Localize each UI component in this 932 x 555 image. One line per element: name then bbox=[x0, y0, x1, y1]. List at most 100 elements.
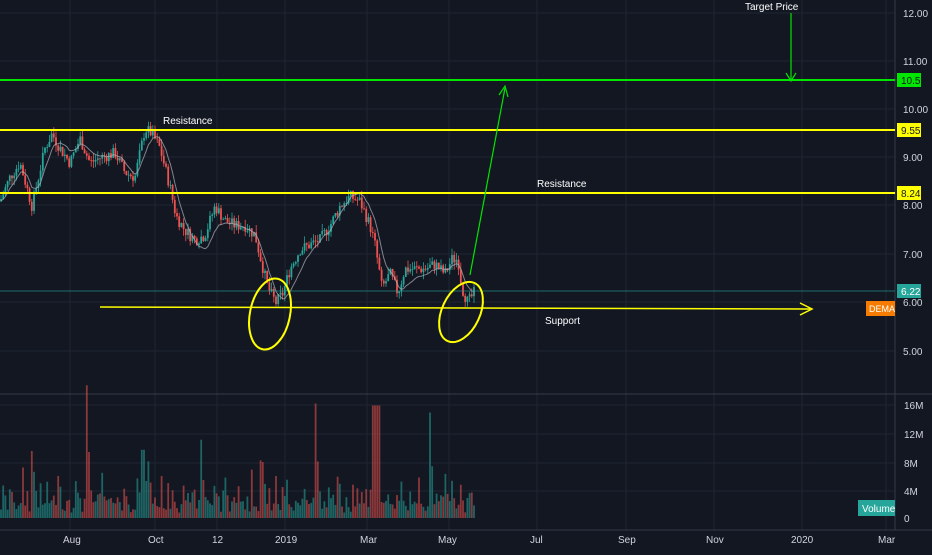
volume-bar bbox=[235, 502, 238, 518]
volume-bar bbox=[184, 500, 187, 518]
volume-bar bbox=[393, 508, 396, 518]
candle-body bbox=[272, 289, 275, 297]
candle-body bbox=[396, 279, 398, 294]
projection-arrow[interactable] bbox=[469, 87, 506, 276]
volume-bar bbox=[156, 506, 159, 518]
candle-body bbox=[411, 269, 414, 270]
volume-bar bbox=[334, 504, 337, 518]
volume-bar bbox=[389, 503, 392, 518]
candle-body bbox=[184, 228, 187, 236]
candle-body bbox=[332, 216, 335, 224]
volume-bar bbox=[151, 503, 154, 518]
candle-body bbox=[125, 170, 128, 176]
volume-bar bbox=[90, 490, 93, 518]
resistance-mid-badge bbox=[897, 186, 921, 200]
price-tick: 10.00 bbox=[903, 105, 928, 116]
volume-bar bbox=[297, 502, 299, 518]
volume-bar bbox=[72, 507, 75, 518]
candle-body bbox=[279, 292, 282, 295]
volume-bar bbox=[259, 460, 262, 518]
candle-body bbox=[83, 149, 86, 154]
last-price-value: 6.22 bbox=[901, 287, 921, 298]
volume-bar bbox=[270, 510, 273, 518]
volume-bar bbox=[369, 489, 372, 518]
dema-badge-label: DEMA bbox=[869, 304, 895, 314]
candle-body bbox=[424, 268, 427, 270]
candle-body bbox=[402, 276, 405, 285]
dema-badge[interactable] bbox=[866, 301, 895, 316]
candle-body bbox=[123, 161, 126, 171]
candle-body bbox=[85, 153, 88, 156]
volume-bar bbox=[354, 506, 357, 518]
price-axis[interactable]: 12.00 11.00 10.00 9.00 8.00 7.00 6.00 5.… bbox=[903, 9, 928, 358]
candle-body bbox=[437, 262, 440, 269]
volume-bar bbox=[191, 492, 194, 518]
candle-body bbox=[101, 155, 104, 159]
candle-body bbox=[151, 129, 154, 136]
volume-bar bbox=[160, 475, 163, 518]
volume-bar bbox=[228, 511, 231, 518]
volume-bar bbox=[2, 485, 5, 518]
candle-body bbox=[433, 261, 436, 269]
bottom-circle-left[interactable] bbox=[243, 275, 297, 354]
volume-bar bbox=[349, 511, 352, 518]
candle-body bbox=[334, 212, 337, 217]
candle-body bbox=[455, 259, 458, 263]
candle-body bbox=[275, 296, 277, 305]
bottom-circle-right[interactable] bbox=[430, 275, 491, 349]
target-level-badge bbox=[897, 73, 921, 87]
volume-bar bbox=[167, 483, 170, 518]
support-line[interactable] bbox=[99, 306, 811, 310]
candle-body bbox=[470, 294, 473, 297]
candle-body bbox=[165, 163, 167, 167]
candle-body bbox=[343, 203, 346, 207]
volume-bar bbox=[22, 467, 24, 518]
volume-bar bbox=[387, 494, 390, 518]
candle-body bbox=[41, 152, 44, 171]
volume-bar bbox=[312, 497, 315, 518]
candle-body bbox=[81, 136, 84, 150]
candle-body bbox=[459, 269, 462, 284]
volume-badge[interactable] bbox=[858, 500, 895, 516]
candle-body bbox=[217, 208, 220, 214]
candle-body bbox=[312, 240, 315, 243]
volume-bar bbox=[213, 485, 216, 518]
volume-bar bbox=[145, 480, 148, 518]
candle-body bbox=[110, 153, 112, 158]
volume-axis[interactable]: 16M 12M 8M 4M 0 bbox=[904, 401, 923, 525]
candle-body bbox=[299, 254, 302, 256]
price-tick: 7.00 bbox=[903, 250, 923, 261]
volume-bar bbox=[365, 489, 368, 518]
candle-body bbox=[374, 232, 376, 241]
candle-body bbox=[303, 243, 306, 251]
volume-bar bbox=[140, 449, 143, 518]
volume-bar bbox=[178, 512, 181, 518]
volume-bar bbox=[352, 484, 354, 518]
time-axis[interactable]: Aug Oct 12 2019 Mar May Jul Sep Nov 2020… bbox=[63, 535, 896, 546]
candle-body bbox=[202, 236, 205, 241]
volume-bar bbox=[415, 503, 418, 518]
volume-bar bbox=[453, 498, 456, 518]
candle-body bbox=[347, 195, 350, 204]
candle-body bbox=[363, 208, 365, 210]
volume-bar bbox=[28, 511, 31, 518]
candle-body bbox=[143, 138, 145, 141]
candle-body bbox=[92, 160, 95, 162]
candle-body bbox=[72, 152, 75, 156]
candle-body bbox=[277, 294, 280, 305]
price-tick: 11.00 bbox=[903, 57, 928, 68]
candle-body bbox=[305, 243, 308, 245]
candle-body bbox=[336, 212, 339, 216]
candle-body bbox=[132, 176, 134, 181]
volume-bar bbox=[420, 503, 423, 518]
candle-body bbox=[341, 205, 343, 207]
candle-body bbox=[354, 198, 357, 200]
volume-tick: 16M bbox=[904, 401, 923, 412]
volume-bar bbox=[455, 508, 458, 518]
candle-body bbox=[301, 250, 304, 255]
volume-bar bbox=[360, 491, 363, 518]
volume-bar bbox=[237, 486, 240, 518]
